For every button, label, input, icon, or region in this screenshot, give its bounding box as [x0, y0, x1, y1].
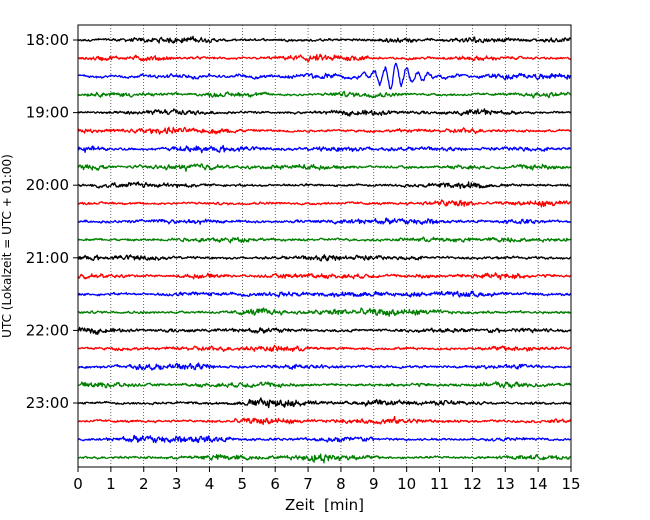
x-tick-label: 4 — [205, 475, 215, 493]
trace-2245 — [77, 380, 572, 389]
trace-2000 — [77, 181, 572, 190]
x-tick-label: 2 — [139, 475, 149, 493]
trace-2115 — [77, 272, 572, 281]
x-tick-label: 14 — [529, 475, 548, 493]
trace-2315 — [77, 415, 572, 426]
x-tick-label: 7 — [303, 475, 313, 493]
trace-1930 — [77, 144, 572, 154]
x-tick-label: 10 — [397, 475, 416, 493]
trace-2015 — [77, 199, 572, 208]
plot-frame — [77, 24, 572, 468]
seismic-traces — [77, 35, 572, 464]
trace-2100 — [77, 254, 572, 262]
x-tick-label: 13 — [496, 475, 515, 493]
y-axis-label: UTC (Lokalzeit = UTC + 01:00) — [0, 154, 14, 338]
trace-2200 — [77, 326, 572, 336]
y-tick-label: 22:00 — [26, 321, 69, 339]
trace-2130 — [77, 290, 572, 298]
trace-1900 — [77, 108, 572, 117]
trace-1945 — [77, 163, 572, 172]
x-tick-label: 6 — [270, 475, 280, 493]
x-tick-label: 12 — [463, 475, 482, 493]
trace-2230 — [77, 362, 572, 371]
y-tick-label: 18:00 — [26, 31, 69, 49]
trace-1915 — [77, 126, 572, 135]
x-tick-label: 1 — [106, 475, 116, 493]
y-tick-label: 19:00 — [26, 104, 69, 122]
y-tick-label: 21:00 — [26, 249, 69, 267]
trace-2030 — [77, 217, 572, 226]
x-tick-label: 9 — [369, 475, 379, 493]
x-axis-label: Zeit [min] — [285, 496, 364, 514]
y-tick-label: 23:00 — [26, 394, 69, 412]
trace-2300 — [77, 397, 572, 409]
trace-2215 — [77, 344, 572, 353]
x-tick-label: 3 — [172, 475, 182, 493]
x-axis-ticks: 0 1 2 3 4 5 6 7 8 9 10 11 12 13 14 15 — [73, 467, 581, 493]
y-axis-ticks: 18:00 19:00 20:00 21:00 22:00 23:00 — [26, 31, 78, 412]
trace-2045 — [77, 236, 572, 244]
x-tick-label: 11 — [430, 475, 449, 493]
trace-1800 — [77, 35, 572, 44]
trace-1830 — [77, 62, 572, 90]
grid-lines — [110, 25, 539, 467]
x-tick-label: 15 — [561, 475, 580, 493]
trace-2330 — [77, 434, 572, 444]
x-tick-label: 5 — [238, 475, 248, 493]
trace-2145 — [77, 307, 572, 317]
x-tick-label: 0 — [73, 475, 83, 493]
x-tick-label: 8 — [336, 475, 346, 493]
trace-1815 — [77, 53, 572, 63]
y-tick-label: 20:00 — [26, 176, 69, 194]
trace-1845 — [77, 90, 572, 99]
trace-2345 — [77, 453, 572, 464]
